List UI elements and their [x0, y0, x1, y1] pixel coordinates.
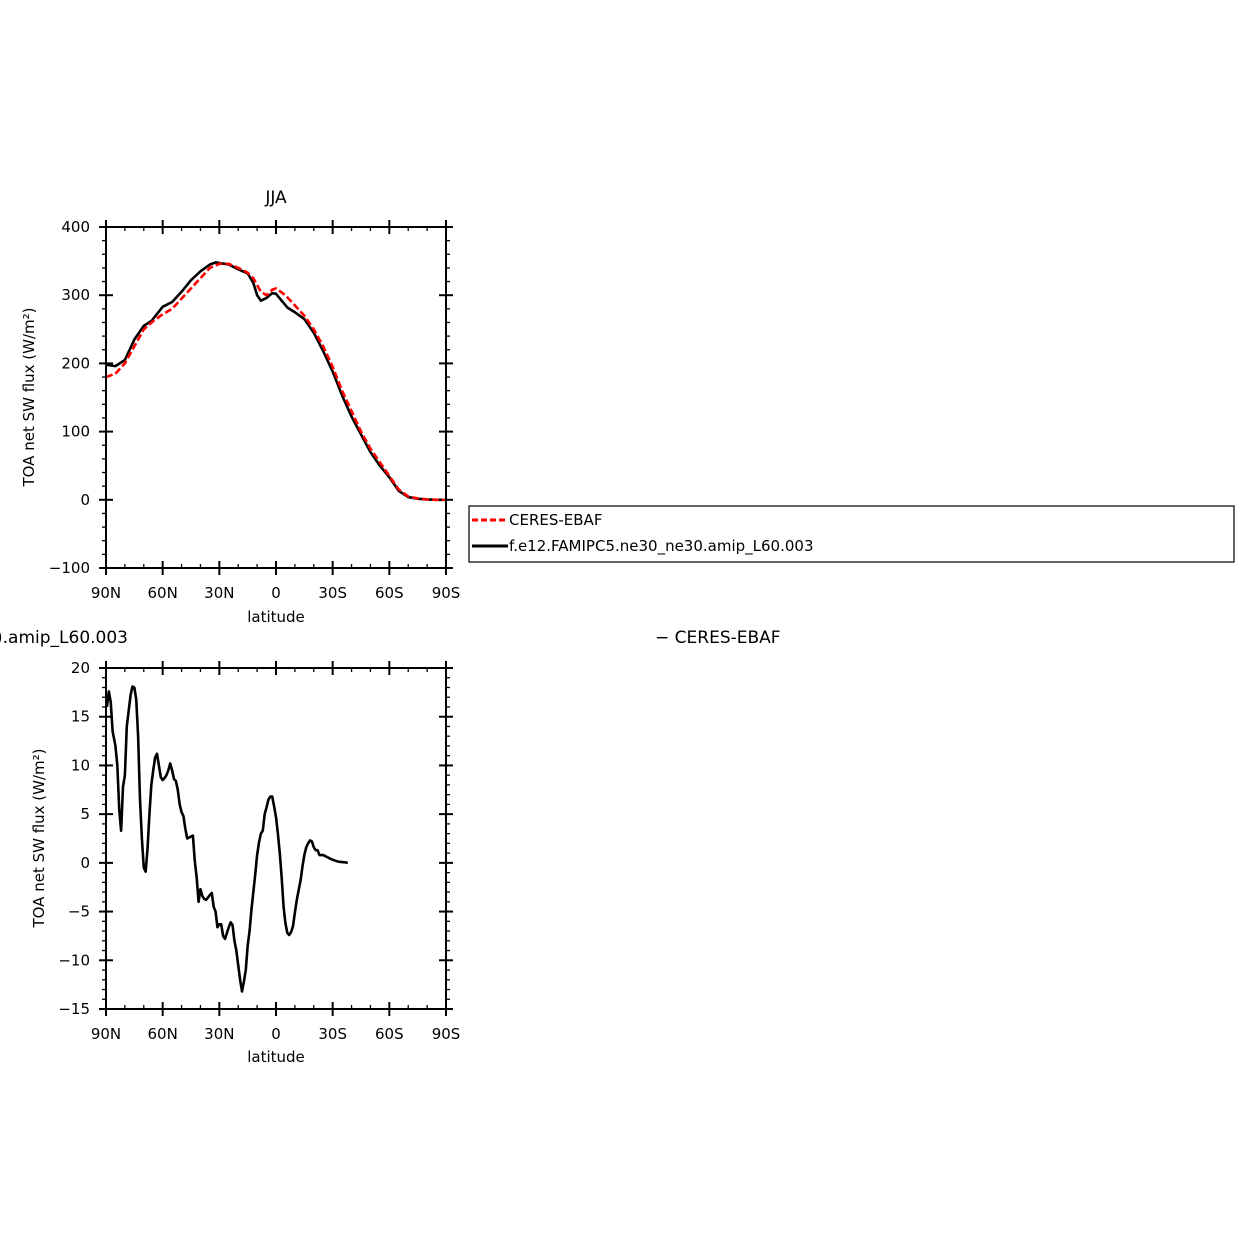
bottom-x-tick-label: 90S [432, 1025, 461, 1043]
top-y-tick-label: 400 [61, 218, 90, 236]
top-x-tick-label: 60S [375, 584, 404, 602]
top-y-tick-label: 300 [61, 286, 90, 304]
top-series-line-ceres-ebaf [105, 262, 446, 502]
legend-label-model: f.e12.FAMIPC5.ne30_ne30.amip_L60.003 [509, 537, 814, 556]
top-panel: JJA latitude TOA net SW flux (W/m²) 90N 6… [20, 188, 460, 626]
top-y-tick-label: −100 [49, 559, 90, 577]
top-x-tick-label: 90S [432, 584, 461, 602]
top-x-tick-label: 0 [271, 584, 281, 602]
bottom-y-tick-label: −5 [68, 903, 90, 921]
top-x-tick-label: 60N [148, 584, 178, 602]
legend-label-ceres: CERES-EBAF [509, 511, 602, 529]
bottom-chart-title-left: ).amip_L60.003 [0, 628, 128, 648]
top-y-tick-label: 100 [61, 423, 90, 441]
bottom-chart-title-right: − CERES-EBAF [655, 628, 781, 648]
bottom-series-lines [105, 685, 349, 993]
bottom-y-tick-label: 15 [71, 708, 90, 726]
bottom-x-tick-label: 0 [271, 1025, 281, 1043]
top-series-lines [105, 261, 446, 502]
bottom-x-tick-label: 30N [204, 1025, 234, 1043]
bottom-y-tick-label: 5 [80, 805, 90, 823]
bottom-x-tick-label: 30S [318, 1025, 347, 1043]
bottom-x-tick-label: 90N [91, 1025, 121, 1043]
bottom-y-tick-label: 10 [71, 756, 90, 774]
top-x-axis-label: latitude [247, 608, 305, 626]
bottom-plot-frame [105, 667, 447, 1010]
top-x-tick-label: 90N [91, 584, 121, 602]
bottom-series-line-model [105, 685, 349, 993]
top-plot-frame [105, 226, 447, 569]
top-y-tick-label: 0 [80, 491, 90, 509]
top-x-tick-label: 30N [204, 584, 234, 602]
top-y-tick-label: 200 [61, 354, 90, 372]
bottom-y-tick-label: −15 [58, 1000, 90, 1018]
bottom-x-tick-label: 60S [375, 1025, 404, 1043]
bottom-y-tick-label: 20 [71, 659, 90, 677]
top-chart-title: JJA [264, 188, 287, 208]
bottom-x-axis-label: latitude [247, 1048, 305, 1066]
bottom-y-tick-label: 0 [80, 854, 90, 872]
bottom-y-axis-label: TOA net SW flux (W/m²) [30, 748, 48, 928]
top-x-tick-label: 30S [318, 584, 347, 602]
bottom-y-tick-label: −10 [58, 951, 90, 969]
bottom-panel: ).amip_L60.003 − CERES-EBAF latitude TOA… [0, 628, 781, 1066]
legend: CERES-EBAF f.e12.FAMIPC5.ne30_ne30.amip_… [468, 505, 1235, 563]
top-series-line-model [105, 261, 446, 502]
top-y-axis-label: TOA net SW flux (W/m²) [20, 307, 38, 487]
bottom-x-tick-label: 60N [148, 1025, 178, 1043]
legend-box [468, 505, 1235, 563]
